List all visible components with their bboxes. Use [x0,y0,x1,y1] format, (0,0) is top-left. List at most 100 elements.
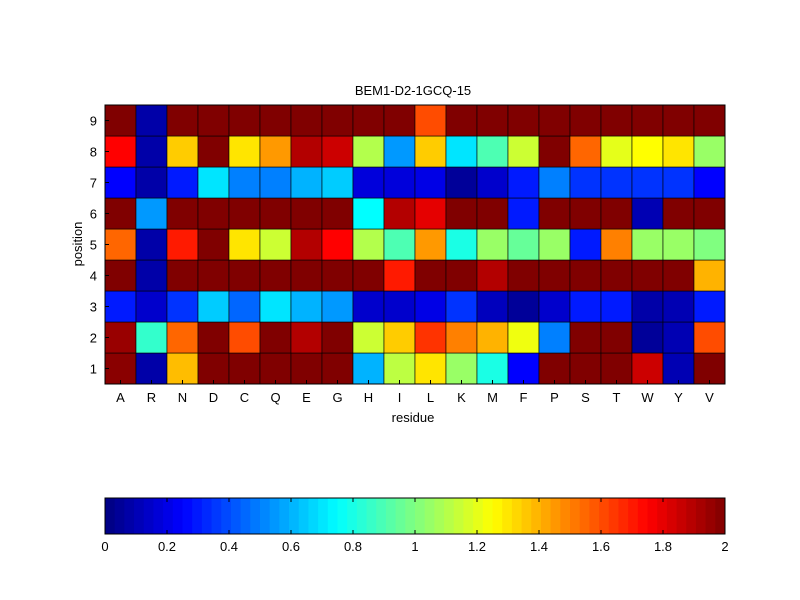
colorbar-segment [589,498,600,534]
heatmap-cell [600,166,633,199]
y-tick-label: 9 [90,114,97,129]
heatmap-cell [383,197,416,230]
x-tick-label: W [641,390,654,405]
heatmap-cell [135,135,168,168]
heatmap-cell [414,135,447,168]
heatmap-cell [135,197,168,230]
colorbar-segment [511,498,523,534]
x-tick-label: F [520,390,528,405]
heatmap-cell [166,228,199,261]
heatmap-cell [445,321,478,354]
heatmap-cell [600,197,633,230]
heatmap-cell [135,352,168,385]
heatmap-cell [631,228,664,261]
colorbar-segment [366,498,377,534]
heatmap-cell [259,166,292,199]
heatmap-cell [507,228,540,261]
colorbar-segment [550,498,561,534]
heatmap-cell [414,290,447,323]
heatmap-cell [414,104,447,137]
heatmap-cell [569,352,602,385]
heatmap-cell [538,321,571,354]
heatmap-cell [538,352,571,385]
heatmap-cell [197,228,230,261]
heatmap-cell [600,104,633,137]
heatmap-cell [352,321,385,354]
colorbar-segment [182,498,193,534]
heatmap-cell [321,228,354,261]
x-tick-label: G [332,390,342,405]
colorbar-tick-label: 1.4 [530,539,548,554]
heatmap-cell [383,259,416,292]
heatmap-cell [507,290,540,323]
heatmap-cell [662,259,695,292]
heatmap-cell [662,166,695,199]
colorbar-segment [240,498,251,534]
heatmap-cell [445,290,478,323]
heatmap-cell [693,166,726,199]
colorbar-segment [540,498,552,534]
heatmap-cell [662,197,695,230]
heatmap-cell [569,197,602,230]
colorbar-segment [347,498,358,534]
heatmap-cell [135,290,168,323]
heatmap-cell [662,228,695,261]
heatmap-cell [135,104,168,137]
colorbar-segment [337,498,348,534]
heatmap-cell [352,197,385,230]
y-tick-label: 1 [90,362,97,377]
y-axis-label: position [70,222,85,267]
heatmap-cell [197,197,230,230]
x-tick-label: E [302,390,311,405]
y-tick-label: 8 [90,145,97,160]
colorbar-segment [143,498,154,534]
colorbar-segment [279,498,290,534]
colorbar-segment [124,498,135,534]
heatmap-cell [476,197,509,230]
heatmap-cell [693,104,726,137]
heatmap-cell [321,290,354,323]
x-tick-label: N [178,390,187,405]
heatmap-cell [383,228,416,261]
colorbar-segment [608,498,619,534]
colorbar-segment [201,498,213,534]
colorbar-segment [705,498,716,534]
heatmap-cell [569,321,602,354]
heatmap-cell [445,259,478,292]
heatmap-cell [290,290,323,323]
heatmap-cell [476,135,509,168]
heatmap-cell [290,352,323,385]
heatmap-cell [104,166,137,199]
heatmap-cell [321,135,354,168]
heatmap-cell [538,135,571,168]
colorbar-segment [415,498,426,534]
colorbar-segment [298,498,309,534]
heatmap-cell [507,135,540,168]
heatmap-cell [104,352,137,385]
heatmap-cell [228,259,261,292]
y-tick-label: 3 [90,300,97,315]
x-tick-label: S [581,390,590,405]
colorbar-tick-label: 0.4 [220,539,238,554]
heatmap-cell [507,321,540,354]
colorbar-tick-label: 1.8 [654,539,672,554]
heatmap-cell [507,197,540,230]
heatmap-cell [538,228,571,261]
heatmap-cell [414,352,447,385]
colorbar-tick-label: 2 [721,539,728,554]
colorbar-segment [163,498,174,534]
heatmap-cell [631,259,664,292]
colorbar-segment [502,498,513,534]
heatmap-cell [104,197,137,230]
colorbar-segment [676,498,687,534]
heatmap-cell [321,197,354,230]
heatmap-cell [693,352,726,385]
colorbar-segment [492,498,503,534]
heatmap-cell [693,259,726,292]
chart-title: BEM1-D2-1GCQ-15 [355,83,471,98]
x-tick-label: D [209,390,218,405]
heatmap-cell [476,321,509,354]
colorbar-segment [444,498,455,534]
colorbar-segment [657,498,668,534]
heatmap-cell [228,228,261,261]
